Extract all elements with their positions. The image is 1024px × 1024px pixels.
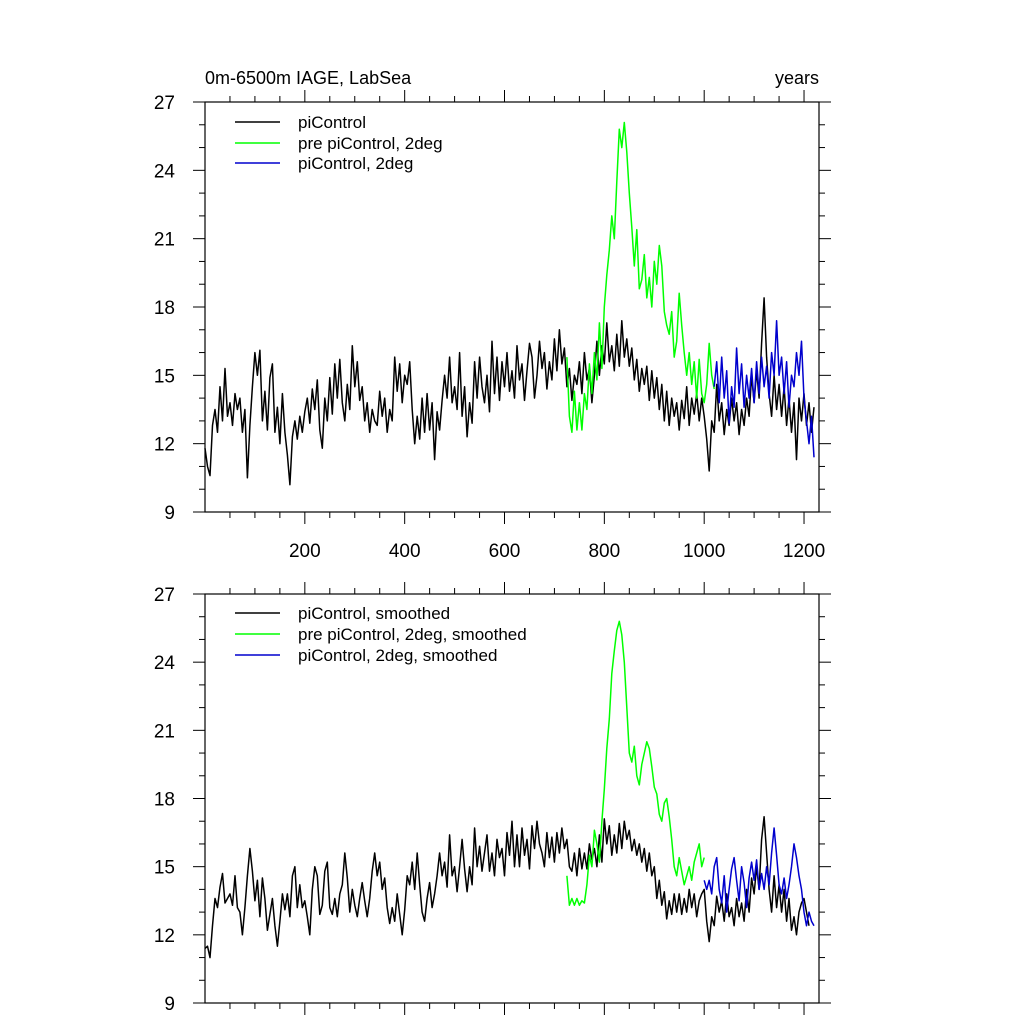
top-xtick-label: 1000 xyxy=(683,541,725,562)
top-ytick-label: 15 xyxy=(154,366,175,387)
top-xtick-label: 400 xyxy=(389,541,421,562)
bottom-ytick-label: 12 xyxy=(154,926,175,947)
bottom-series-line-0 xyxy=(204,815,810,959)
top-xtick-label: 1200 xyxy=(783,541,825,562)
bottom-ytick-label: 24 xyxy=(154,653,176,674)
top-legend-label-0: piControl xyxy=(298,113,366,132)
top-ytick-label: 9 xyxy=(164,503,175,524)
bottom-ytick-label: 21 xyxy=(154,721,175,742)
bottom-panel: 9 12 15 18 21 24 27 piControl, smoothed pre pi… xyxy=(154,582,831,1015)
top-ytick-label: 24 xyxy=(154,161,176,182)
top-ytick-label: 27 xyxy=(154,93,175,114)
bottom-series-lines xyxy=(204,620,815,959)
bottom-ytick-label: 9 xyxy=(164,994,175,1015)
top-panel: 0m-6500m IAGE, LabSea years 9 12 15 18 21 24 2… xyxy=(154,68,831,562)
top-series-lines xyxy=(204,121,815,486)
top-xtick-label: 600 xyxy=(489,541,521,562)
top-xtick-label: 800 xyxy=(588,541,620,562)
bottom-legend-label-2: piControl, 2deg, smoothed xyxy=(298,646,497,665)
top-ytick-label: 21 xyxy=(154,230,175,251)
bottom-ticks: 9 12 15 18 21 24 27 xyxy=(154,582,831,1015)
top-xtick-label: 200 xyxy=(289,541,321,562)
top-ytick-label: 12 xyxy=(154,435,175,456)
top-legend-label-2: piControl, 2deg xyxy=(298,154,413,173)
top-title-right: years xyxy=(775,68,819,88)
bottom-legend-label-0: piControl, smoothed xyxy=(298,604,450,623)
top-legend-label-1: pre piControl, 2deg xyxy=(298,134,443,153)
bottom-ytick-label: 18 xyxy=(154,790,175,811)
bottom-ytick-label: 15 xyxy=(154,858,175,879)
top-series-line-0 xyxy=(204,297,815,486)
top-series-line-2 xyxy=(713,319,815,458)
bottom-ytick-label: 27 xyxy=(154,585,175,606)
top-ticks: 9 12 15 18 21 24 27 200 400 600 800 1000 1200 xyxy=(154,90,831,562)
bottom-series-line-1 xyxy=(566,620,705,907)
top-title-left: 0m-6500m IAGE, LabSea xyxy=(205,68,412,88)
top-ytick-label: 18 xyxy=(154,298,175,319)
top-legend: piControl pre piControl, 2deg piControl,… xyxy=(235,113,443,173)
bottom-legend: piControl, smoothed pre piControl, 2deg,… xyxy=(235,604,527,665)
bottom-series-line-2 xyxy=(703,827,815,927)
bottom-legend-label-1: pre piControl, 2deg, smoothed xyxy=(298,625,527,644)
top-series-line-1 xyxy=(566,121,715,434)
